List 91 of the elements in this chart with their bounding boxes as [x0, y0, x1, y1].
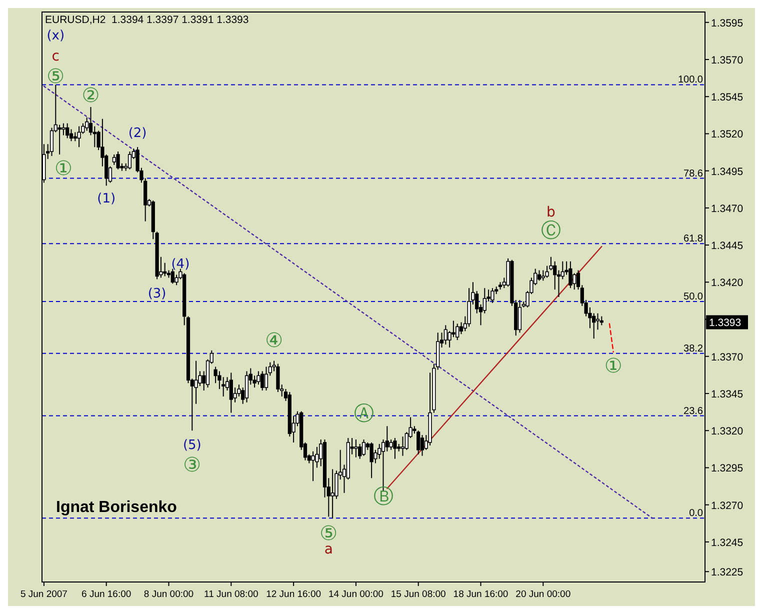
annotation: b — [546, 204, 556, 220]
annotation: (4) — [171, 256, 190, 272]
annotation: ② — [82, 83, 100, 108]
y-tick-label: 1.3225 — [711, 566, 744, 579]
candlestick — [378, 443, 382, 460]
candlestick — [389, 439, 393, 450]
candlestick — [416, 430, 420, 455]
y-tick-label: 1.3470 — [711, 202, 744, 215]
candlestick — [58, 124, 62, 155]
candlestick — [276, 363, 280, 392]
y-tick-label: 1.3270 — [711, 500, 744, 512]
candlestick — [311, 450, 315, 482]
x-tick-label: 18 Jun 16:00 — [453, 589, 508, 600]
candlestick — [260, 370, 264, 392]
candlestick — [229, 372, 233, 414]
candlestick — [354, 439, 358, 458]
candlestick — [537, 270, 542, 282]
y-tick-label: 1.3570 — [711, 54, 744, 66]
x-tick-label: 12 Jun 16:00 — [266, 589, 322, 600]
candlestick — [362, 439, 366, 456]
candlestick — [85, 116, 89, 132]
candlestick — [545, 265, 549, 278]
annotation: ① — [604, 353, 622, 378]
annotation: (1) — [97, 192, 116, 207]
annotation: 61.8 — [684, 234, 704, 245]
candlestick — [568, 260, 572, 289]
candlestick — [163, 262, 167, 277]
y-tick-label: 1.3420 — [711, 277, 744, 290]
annotation: ① — [54, 156, 72, 180]
chart-title: EURUSD,H2 1.3394 1.3397 1.3391 1.3393 — [45, 14, 249, 26]
annotation: ⑤ — [46, 64, 65, 88]
candlestick — [77, 126, 81, 148]
annotation: 50.0 — [684, 291, 704, 302]
x-tick-label: 14 Jun 00:00 — [328, 589, 384, 600]
candlestick — [358, 443, 362, 460]
candlestick — [490, 288, 494, 304]
candlestick — [62, 122, 66, 136]
annotation: c — [52, 48, 60, 65]
x-tick-label: 8 Jun 00:00 — [144, 589, 194, 600]
candlestick — [572, 272, 576, 290]
x-tick-label: 20 Jun 00:00 — [516, 589, 571, 600]
candlestick — [256, 370, 260, 386]
annotation: ③ — [183, 452, 202, 477]
y-tick-label: 1.3545 — [711, 92, 744, 104]
annotation: Ⓒ — [540, 218, 561, 242]
y-tick-label: 1.3320 — [711, 426, 744, 438]
candlestick — [330, 468, 334, 519]
candlestick — [596, 312, 600, 330]
x-tick-label: 11 Jun 08:00 — [204, 589, 258, 600]
candlestick — [452, 320, 456, 338]
annotation: 23.6 — [684, 406, 704, 417]
candlestick — [128, 151, 132, 170]
annotation: Ⓐ — [354, 400, 374, 425]
annotation: Ignat Borisenko — [56, 499, 178, 516]
candlestick — [170, 268, 174, 284]
candlestick — [444, 324, 448, 345]
y-tick-label: 1.3595 — [711, 17, 744, 30]
candlestick — [420, 434, 424, 456]
candlestick — [518, 299, 522, 334]
candlestick — [264, 366, 268, 392]
y-tick-label: 1.3345 — [711, 388, 744, 400]
candlestick — [541, 270, 545, 282]
x-tick-label: 5 Jun 2007 — [20, 589, 68, 600]
annotation: 38.2 — [684, 343, 704, 354]
candlestick — [244, 370, 249, 403]
y-tick-label: 1.3370 — [711, 351, 744, 364]
annotation: (2) — [128, 126, 147, 142]
candlestick — [456, 323, 460, 341]
x-tick-label: 6 Jun 16:00 — [82, 589, 132, 600]
annotation: 100.0 — [678, 74, 704, 86]
candlestick — [112, 154, 116, 166]
candlestick — [553, 260, 557, 290]
annotation: (5) — [182, 438, 202, 453]
y-tick-label: 1.3520 — [711, 128, 744, 141]
y-tick-label: 1.3295 — [711, 462, 744, 475]
y-tick-label: 1.3445 — [711, 240, 744, 252]
annotation: 78.6 — [684, 168, 704, 180]
candlestick — [393, 438, 397, 460]
candlestick — [116, 151, 120, 170]
annotation: ④ — [265, 328, 284, 352]
annotation: Ⓑ — [373, 484, 394, 508]
annotation: (3) — [148, 286, 166, 302]
candlestick — [370, 442, 374, 479]
x-tick-label: 15 Jun 08:00 — [390, 589, 446, 600]
annotation: 0.0 — [689, 508, 704, 520]
candlestick — [66, 122, 70, 139]
annotation: 1.3393 — [709, 317, 742, 330]
y-tick-label: 1.3495 — [711, 166, 744, 178]
candlestick — [400, 436, 405, 456]
y-tick-label: 1.3245 — [711, 536, 744, 549]
annotation: (x) — [46, 28, 65, 44]
